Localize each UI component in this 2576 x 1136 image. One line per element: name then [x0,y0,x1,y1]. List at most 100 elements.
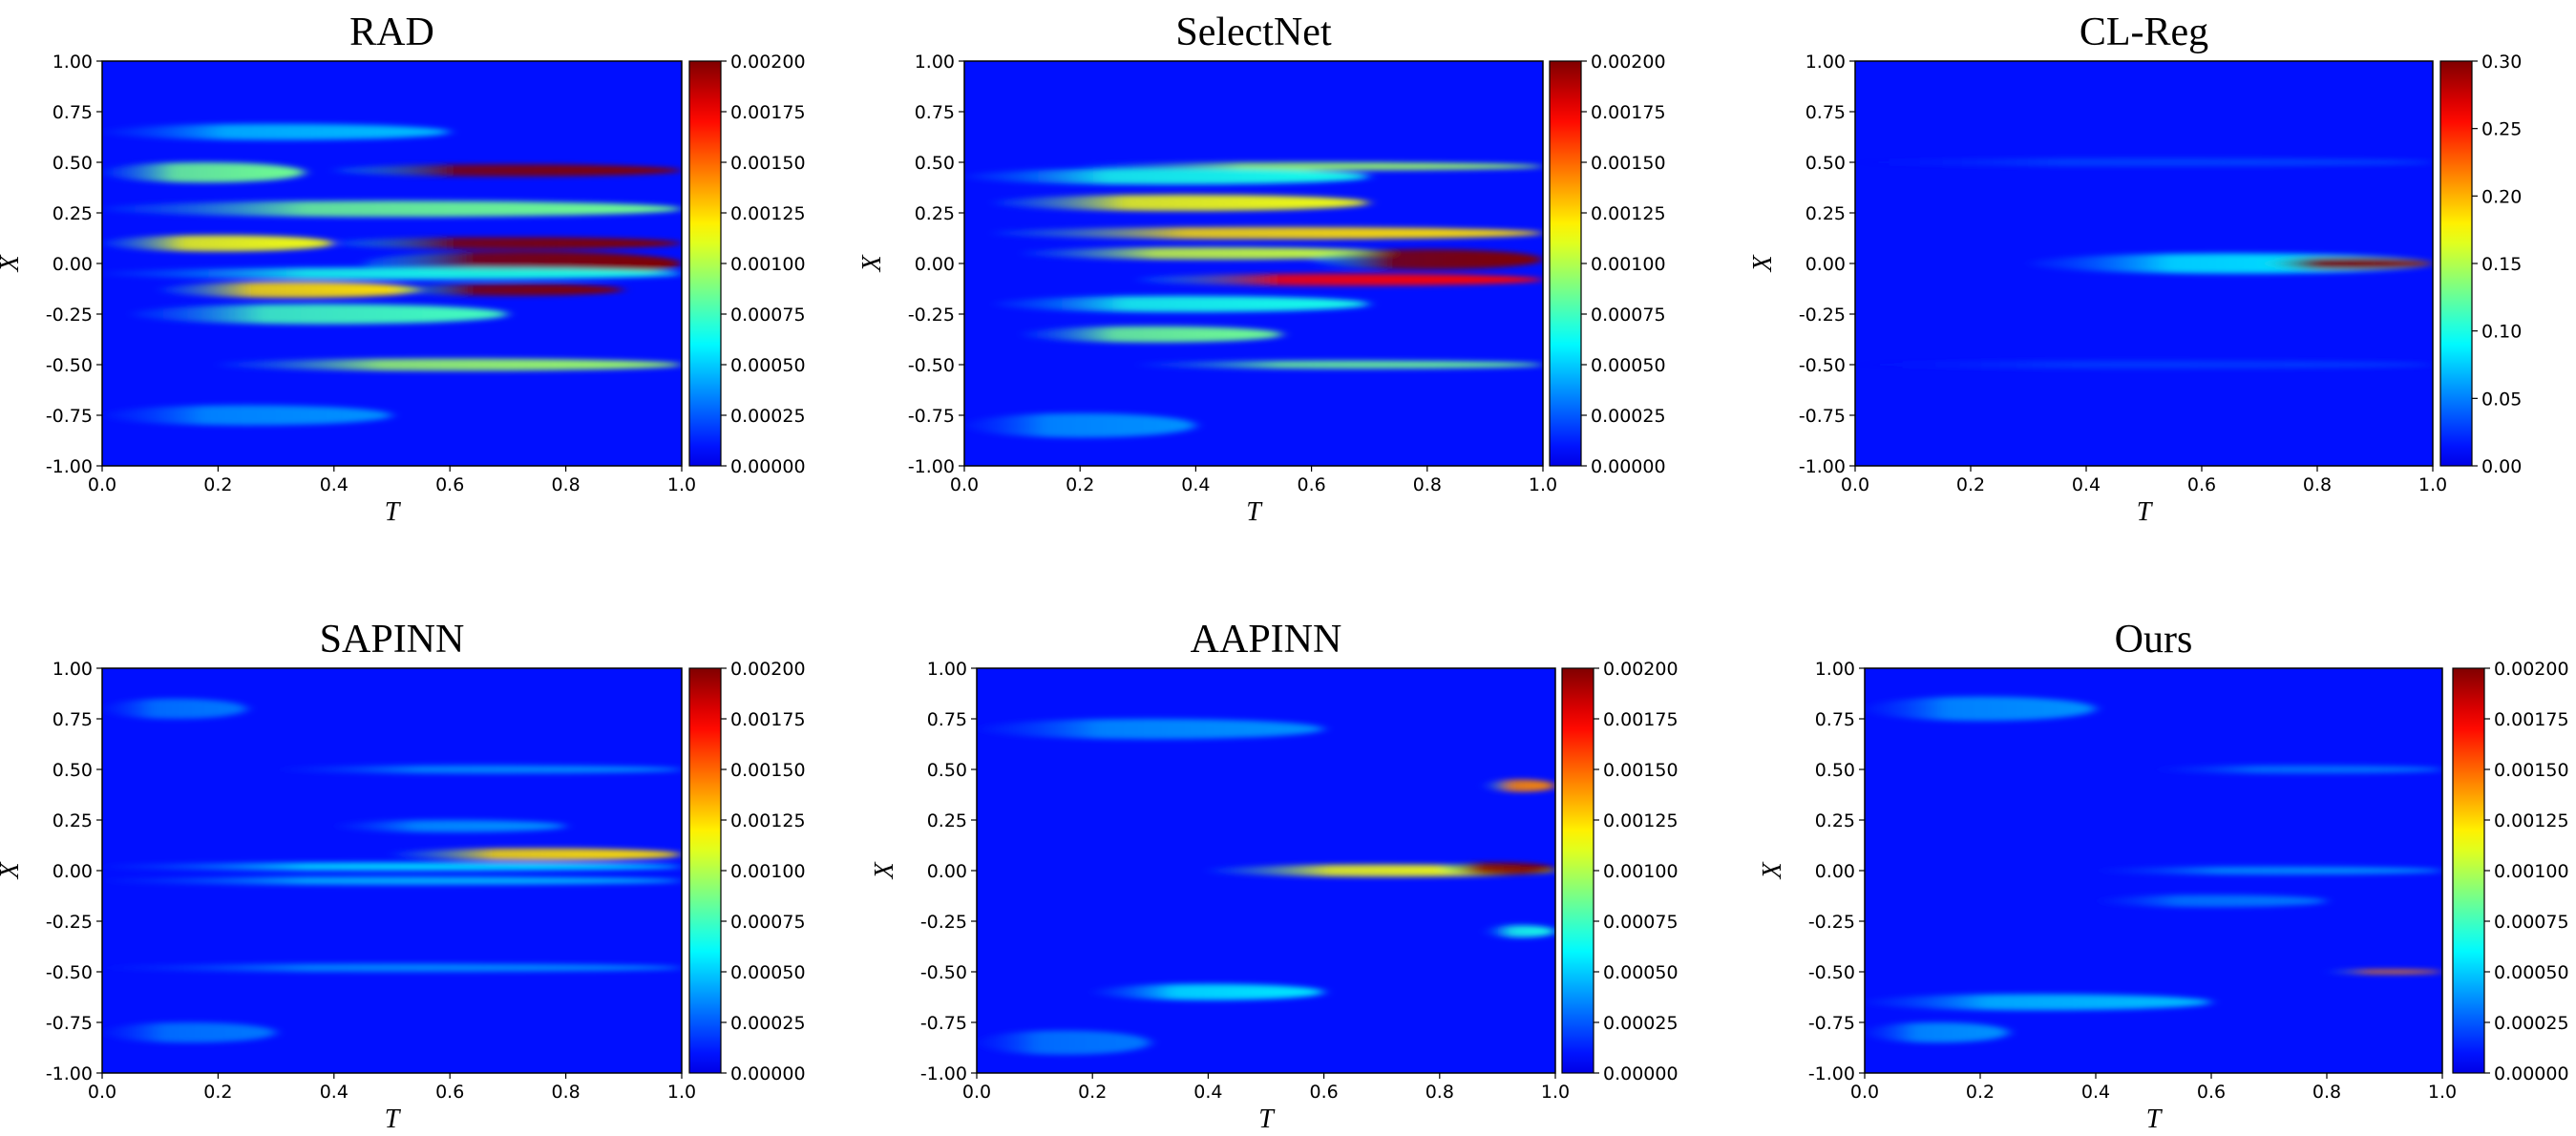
heatmap-panel-3: CL-Reg 1.00 0.75 0.50 0.25 0.00 -0.25 -0.50 -0.7… [1748,11,2522,527]
x-tick-label: 0.6 [1297,474,1325,495]
colorbar-tick-label: 0.00075 [1591,305,1666,326]
y-tick-label: -0.75 [1799,406,1846,427]
colorbar-tick-label: 0.05 [2481,389,2522,410]
y-tick-label: 0.00 [53,254,93,275]
x-tick-label: 0.6 [435,1082,464,1103]
colorbar-tick-label: 0.00075 [730,912,806,933]
colorbar-tick-label: 0.00025 [1603,1013,1679,1034]
heatmap-band [391,848,682,861]
y-tick-label: 0.75 [53,709,93,730]
y-tick-label: 0.25 [53,203,93,224]
y-tick-label: 1.00 [53,659,93,680]
heatmap-band [276,765,682,774]
heatmap-band [102,200,682,218]
y-tick-label: -1.00 [908,456,955,477]
x-tick-label: 1.0 [667,474,696,495]
y-tick-label: -1.00 [1799,456,1846,477]
colorbar-tick-label: 0.00050 [730,355,806,376]
y-tick-label: 1.00 [1805,52,1846,73]
heatmap-band [1022,326,1283,343]
y-tick-label: 0.25 [927,810,967,831]
heatmap-band [1865,1022,2010,1043]
x-tick-label: 0.6 [1309,1082,1338,1103]
colorbar-tick-label: 0.00000 [1591,456,1666,477]
heatmap-band [993,295,1370,312]
colorbar-tick-label: 0.00100 [730,861,806,882]
y-tick-label: -0.75 [908,406,955,427]
heatmap-band [977,1030,1151,1055]
heatmap-band [1080,162,1543,171]
y-tick-label: 0.75 [915,102,955,123]
colorbar-tick-label: 0.00075 [1603,912,1679,933]
y-tick-label: -0.25 [920,912,967,933]
heatmap-band [1486,779,1555,792]
y-tick-label: -0.50 [1808,962,1855,983]
heatmap-band [333,164,682,177]
y-tick-label: 0.75 [1805,102,1846,123]
x-tick-label: 0.2 [1966,1082,1995,1103]
heatmap-band [1865,994,2211,1011]
x-axis-label: T [385,497,402,527]
y-tick-label: -0.75 [46,1013,93,1034]
x-tick-label: 0.0 [1850,1082,1879,1103]
colorbar-tick-label: 0.00150 [1591,153,1666,174]
colorbar-tick-label: 0.00175 [730,102,806,123]
colorbar-tick-label: 0.00150 [1603,760,1679,781]
heatmap-band [2327,969,2442,975]
heatmap-band [964,168,1370,185]
y-tick-label: -0.75 [1808,1013,1855,1034]
heatmap-band [102,963,682,972]
colorbar-tick-label: 0.00125 [2494,810,2569,831]
y-tick-label: 1.00 [915,52,955,73]
colorbar-tick-label: 0.00200 [730,52,806,73]
heatmap-streaks [102,123,682,426]
colorbar-tick-label: 0.00125 [1591,203,1666,224]
colorbar-tick-label: 0.00025 [1591,406,1666,427]
y-axis-label: X [857,255,887,273]
colorbar-tick-label: 0.00100 [2494,861,2569,882]
x-tick-label: 0.2 [1066,474,1094,495]
colorbar-tick-label: 0.00200 [2494,659,2569,680]
colorbar-tick-label: 0.00100 [1603,861,1679,882]
colorbar-tick-label: 0.15 [2481,254,2522,275]
x-tick-label: 0.8 [1425,1082,1454,1103]
x-tick-label: 0.0 [88,474,116,495]
heatmap-band [977,719,1324,740]
colorbar: 0.00200 0.00175 0.00150 0.00125 0.00100 0.000… [2452,659,2569,1084]
x-axis-label: T [1258,1104,1276,1134]
colorbar-tick-label: 0.00175 [1591,102,1666,123]
colorbar-tick-label: 0.00175 [730,709,806,730]
heatmap-band [218,358,682,371]
x-tick-label: 0.0 [1841,474,1869,495]
colorbar-tick-label: 0.00175 [2494,709,2569,730]
x-tick-label: 0.2 [203,474,232,495]
colorbar: 0.00200 0.00175 0.00150 0.00125 0.00100 0.000… [1561,659,1679,1084]
colorbar: 0.00200 0.00175 0.00150 0.00125 0.00100 0.000… [688,52,806,477]
y-tick-label: -0.50 [920,962,967,983]
x-tick-label: 1.0 [667,1082,696,1103]
heatmap-panel-1: RAD 1.00 0.75 0.50 0.25 0.00 -0.25 -0.50 -0.75 -1… [0,11,806,527]
heatmap-band [1137,273,1543,286]
heatmap-streaks [977,719,1555,1055]
y-tick-label: -0.75 [46,406,93,427]
colorbar-tick-label: 0.00075 [730,305,806,326]
colorbar-gradient [1549,60,1582,467]
y-tick-label: -1.00 [46,456,93,477]
y-tick-label: 0.50 [927,760,967,781]
colorbar-tick-label: 0.00125 [730,203,806,224]
y-tick-label: 0.00 [1815,861,1855,882]
colorbar-tick-label: 0.00150 [730,760,806,781]
x-tick-label: 1.0 [2428,1082,2457,1103]
colorbar-gradient [2452,667,2485,1074]
y-tick-label: -0.25 [46,912,93,933]
y-tick-label: 1.00 [53,52,93,73]
heatmap-band [333,237,682,250]
y-tick-label: 0.00 [1805,254,1846,275]
colorbar-tick-label: 0.00 [2481,456,2522,477]
x-axis-label: T [1246,497,1263,527]
colorbar-gradient [1561,667,1594,1074]
x-tick-label: 0.4 [2072,474,2101,495]
x-tick-label: 0.2 [1078,1082,1107,1103]
colorbar-tick-label: 0.00050 [730,962,806,983]
heatmap-streaks [964,162,1543,438]
